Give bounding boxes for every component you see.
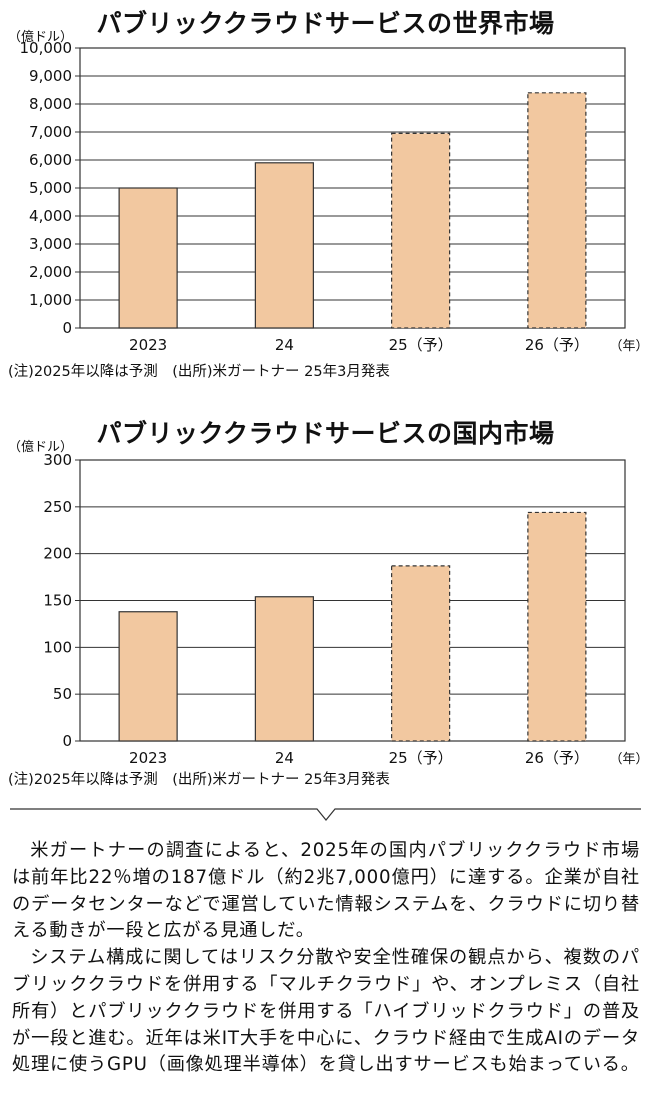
chart-note: (注)2025年以降は予測 (出所)米ガートナー 25年3月発表 bbox=[8, 772, 390, 788]
plot-frame bbox=[79, 459, 626, 742]
world-market-chart: 0 1,000 2,000 3,000 4,000 5,000 6,000 7,000 8,00… bbox=[0, 0, 651, 395]
y-tick-label: 200 bbox=[43, 545, 72, 563]
y-tick-label: 0 bbox=[62, 732, 72, 750]
y-tick-label: 2,000 bbox=[29, 263, 72, 281]
bar bbox=[527, 511, 587, 742]
y-tick-label: 5,000 bbox=[29, 179, 72, 197]
chart-note: (注)2025年以降は予測 (出所)米ガートナー 25年3月発表 bbox=[8, 364, 390, 380]
y-unit-label: （億ドル） bbox=[8, 30, 74, 45]
article-paragraph-1: 米ガートナーの調査によると、2025年の国内パブリッククラウド市場は前年比22％… bbox=[12, 840, 640, 942]
y-tick-label: 150 bbox=[43, 592, 72, 610]
y-tick-label: 7,000 bbox=[29, 123, 72, 141]
y-tick-label: 6,000 bbox=[29, 151, 72, 169]
bar bbox=[118, 611, 178, 742]
y-tick-label: 100 bbox=[43, 638, 72, 656]
y-tick-label: 10,000 bbox=[20, 39, 73, 57]
y-tick-label: 3,000 bbox=[29, 235, 72, 253]
chart-title: パブリッククラウドサービスの世界市場 bbox=[96, 9, 555, 38]
y-tick-label: 4,000 bbox=[29, 207, 72, 225]
x-tick-label: 24 bbox=[275, 749, 294, 767]
y-unit-label: （億ドル） bbox=[8, 440, 74, 455]
bar bbox=[254, 162, 314, 329]
plot-frame bbox=[79, 47, 626, 329]
x-tick-label: 2023 bbox=[129, 749, 167, 767]
x-tick-label: 26（予） bbox=[525, 749, 589, 767]
x-tick-label: 25（予） bbox=[389, 749, 453, 767]
y-tick-label: 1,000 bbox=[29, 291, 72, 309]
bar bbox=[527, 92, 587, 329]
y-tick-label: 9,000 bbox=[29, 67, 72, 85]
world-market-chart-canvas: 0 1,000 2,000 3,000 4,000 5,000 6,000 7,000 8,00… bbox=[20, 39, 649, 354]
x-tick-label: 26（予） bbox=[525, 336, 589, 354]
y-tick-label: 8,000 bbox=[29, 95, 72, 113]
x-tick-label: 24 bbox=[275, 336, 294, 354]
bar bbox=[254, 596, 314, 742]
x-unit-label: （年） bbox=[609, 752, 648, 767]
y-tick-label: 0 bbox=[62, 319, 72, 337]
y-tick-label: 50 bbox=[53, 685, 72, 703]
section-divider bbox=[10, 808, 641, 821]
article-paragraph-2: システム構成に関してはリスク分散や安全性確保の観点から、複数のパブリッククラウド… bbox=[12, 947, 640, 1076]
x-unit-label: （年） bbox=[609, 339, 648, 354]
bar bbox=[391, 565, 451, 742]
domestic-market-chart-canvas: 0 50 100 150 200 250 300 2023 24 25（予） 26（予） （年） bbox=[43, 451, 648, 767]
domestic-market-chart: 0 50 100 150 200 250 300 2023 24 25（予） 26（予） （年） パブ… bbox=[0, 410, 651, 795]
bar bbox=[118, 187, 178, 329]
y-tick-label: 300 bbox=[43, 451, 72, 469]
y-tick-label: 250 bbox=[43, 498, 72, 516]
x-tick-label: 25（予） bbox=[389, 336, 453, 354]
x-tick-label: 2023 bbox=[129, 336, 167, 354]
article-body: 米ガートナーの調査によると、2025年の国内パブリッククラウド市場は前年比22％… bbox=[12, 838, 640, 1079]
chart-title: パブリッククラウドサービスの国内市場 bbox=[96, 419, 555, 448]
bar bbox=[391, 132, 451, 329]
